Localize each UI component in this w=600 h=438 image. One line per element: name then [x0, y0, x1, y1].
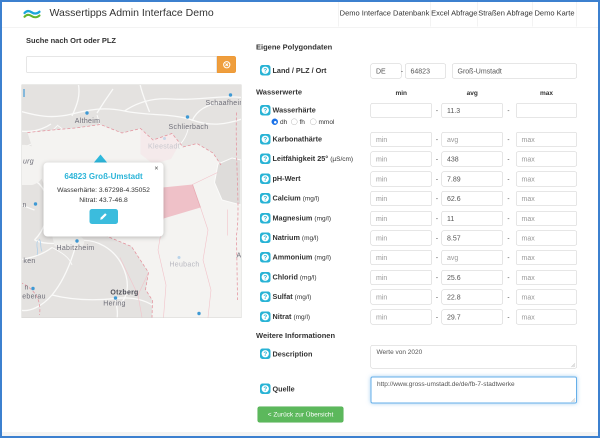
svg-text:?: ?	[263, 196, 267, 203]
svg-text:n: n	[23, 202, 27, 209]
svg-text:?: ?	[263, 294, 267, 301]
svg-text:?: ?	[263, 137, 267, 144]
svg-text:Otzberg: Otzberg	[110, 290, 138, 297]
svg-text:?: ?	[263, 351, 267, 358]
svg-text:Schaafheim: Schaafheim	[206, 100, 241, 107]
svg-text:?: ?	[263, 235, 267, 242]
svg-text:?: ?	[263, 176, 267, 183]
svg-text:?: ?	[263, 386, 267, 393]
svg-text:n: n	[25, 285, 29, 292]
svg-text:Heubach: Heubach	[169, 262, 199, 269]
svg-text:A: A	[237, 253, 242, 260]
svg-text:urg: urg	[23, 159, 34, 166]
svg-text:?: ?	[263, 108, 267, 115]
svg-text:?: ?	[263, 275, 267, 282]
svg-text:?: ?	[263, 314, 267, 321]
svg-text:?: ?	[263, 156, 267, 163]
svg-text:?: ?	[263, 255, 267, 262]
svg-text:Kleestadt: Kleestadt	[148, 144, 180, 151]
svg-text:?: ?	[263, 216, 267, 223]
svg-text:?: ?	[263, 68, 267, 75]
svg-text:Altheim: Altheim	[75, 118, 100, 125]
svg-text:eberau: eberau	[22, 294, 46, 301]
svg-text:Hering: Hering	[103, 301, 125, 308]
svg-text:Schlierbach: Schlierbach	[169, 124, 209, 131]
svg-text:ken: ken	[23, 258, 35, 265]
svg-text:Habitzheim: Habitzheim	[56, 245, 94, 252]
